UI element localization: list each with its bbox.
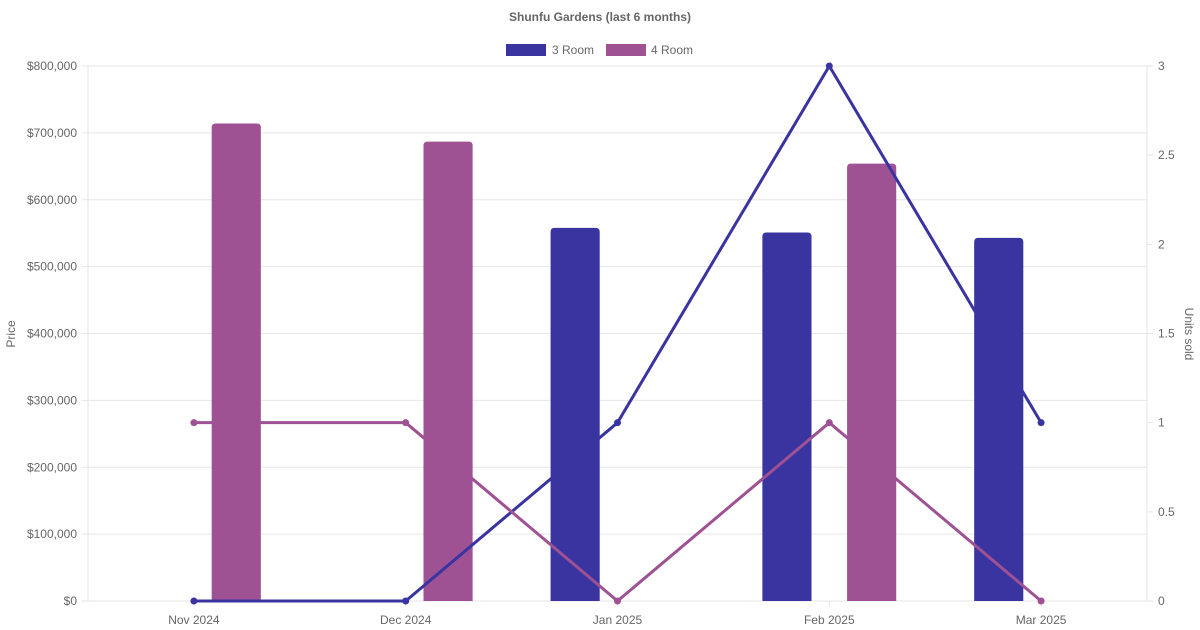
- y-tick-label: $300,000: [27, 393, 77, 407]
- point-4-room-dec-2024[interactable]: [402, 419, 410, 427]
- bar-4-room-nov-2024[interactable]: [211, 123, 261, 601]
- y-tick-label: $200,000: [27, 460, 77, 474]
- y2-tick-label: 2.5: [1158, 148, 1175, 162]
- legend-swatch-4-room: [606, 44, 646, 56]
- y-tick-label: $400,000: [27, 327, 77, 341]
- point-3-room-dec-2024[interactable]: [402, 597, 410, 605]
- y-tick-label: $100,000: [27, 527, 77, 541]
- y-tick-label: $600,000: [27, 193, 77, 207]
- point-3-room-nov-2024[interactable]: [190, 597, 198, 605]
- legend-item-3-room[interactable]: 3 Room: [506, 43, 594, 57]
- chart-title: Shunfu Gardens (last 6 months): [509, 10, 691, 24]
- y-tick-label: $500,000: [27, 260, 77, 274]
- y2-tick-label: 0: [1158, 594, 1165, 608]
- bar-4-room-dec-2024[interactable]: [423, 141, 473, 601]
- y2-tick-label: 3: [1158, 59, 1165, 73]
- y2-tick-label: 2: [1158, 237, 1165, 251]
- x-tick-label-jan-2025: Jan 2025: [593, 613, 643, 627]
- bar-4-room-feb-2025[interactable]: [847, 163, 897, 601]
- point-3-room-mar-2025[interactable]: [1037, 419, 1045, 427]
- x-axis-ticks: Nov 2024 Dec 2024 Jan 2025 Feb 2025 Mar 2025: [168, 613, 1067, 627]
- y2-tick-label: 1: [1158, 416, 1165, 430]
- y-tick-label: $0: [64, 594, 78, 608]
- x-tick-label-feb-2025: Feb 2025: [804, 613, 855, 627]
- point-3-room-feb-2025[interactable]: [825, 62, 833, 70]
- legend-label-4-room: 4 Room: [651, 43, 693, 57]
- legend-swatch-3-room: [506, 44, 546, 56]
- legend: 3 Room 4 Room: [506, 43, 693, 57]
- x-tick-label-dec-2024: Dec 2024: [380, 613, 432, 627]
- y-axis-right-ticks: 0 0.5 1 1.5 2 2.5 3: [1158, 59, 1175, 608]
- point-3-room-jan-2025[interactable]: [614, 419, 621, 427]
- line-4-room-units: [193, 421, 1043, 603]
- legend-label-3-room: 3 Room: [552, 43, 594, 57]
- bar-3-room-mar-2025[interactable]: [974, 237, 1024, 601]
- y2-tick-label: 0.5: [1158, 505, 1175, 519]
- legend-item-4-room[interactable]: 4 Room: [606, 43, 693, 57]
- x-tick-label-mar-2025: Mar 2025: [1016, 613, 1067, 627]
- bar-3-room-jan-2025[interactable]: [550, 227, 600, 601]
- point-4-room-feb-2025[interactable]: [825, 419, 833, 427]
- lines: [190, 62, 1045, 605]
- x-tick-label-nov-2024: Nov 2024: [168, 613, 220, 627]
- y-tick-label: $700,000: [27, 126, 77, 140]
- point-4-room-nov-2024[interactable]: [190, 419, 198, 427]
- bar-3-room-feb-2025[interactable]: [762, 232, 812, 602]
- y-tick-label: $800,000: [27, 59, 77, 73]
- y-axis-title-right: Units sold: [1182, 308, 1196, 361]
- point-4-room-jan-2025[interactable]: [614, 597, 621, 605]
- point-4-room-mar-2025[interactable]: [1037, 597, 1045, 605]
- bars: [211, 123, 1024, 602]
- y-axis-left-ticks: $0 $100,000 $200,000 $300,000 $400,000 $500,0…: [27, 59, 77, 608]
- y-axis-title-left: Price: [4, 320, 18, 348]
- y2-tick-label: 1.5: [1158, 327, 1175, 341]
